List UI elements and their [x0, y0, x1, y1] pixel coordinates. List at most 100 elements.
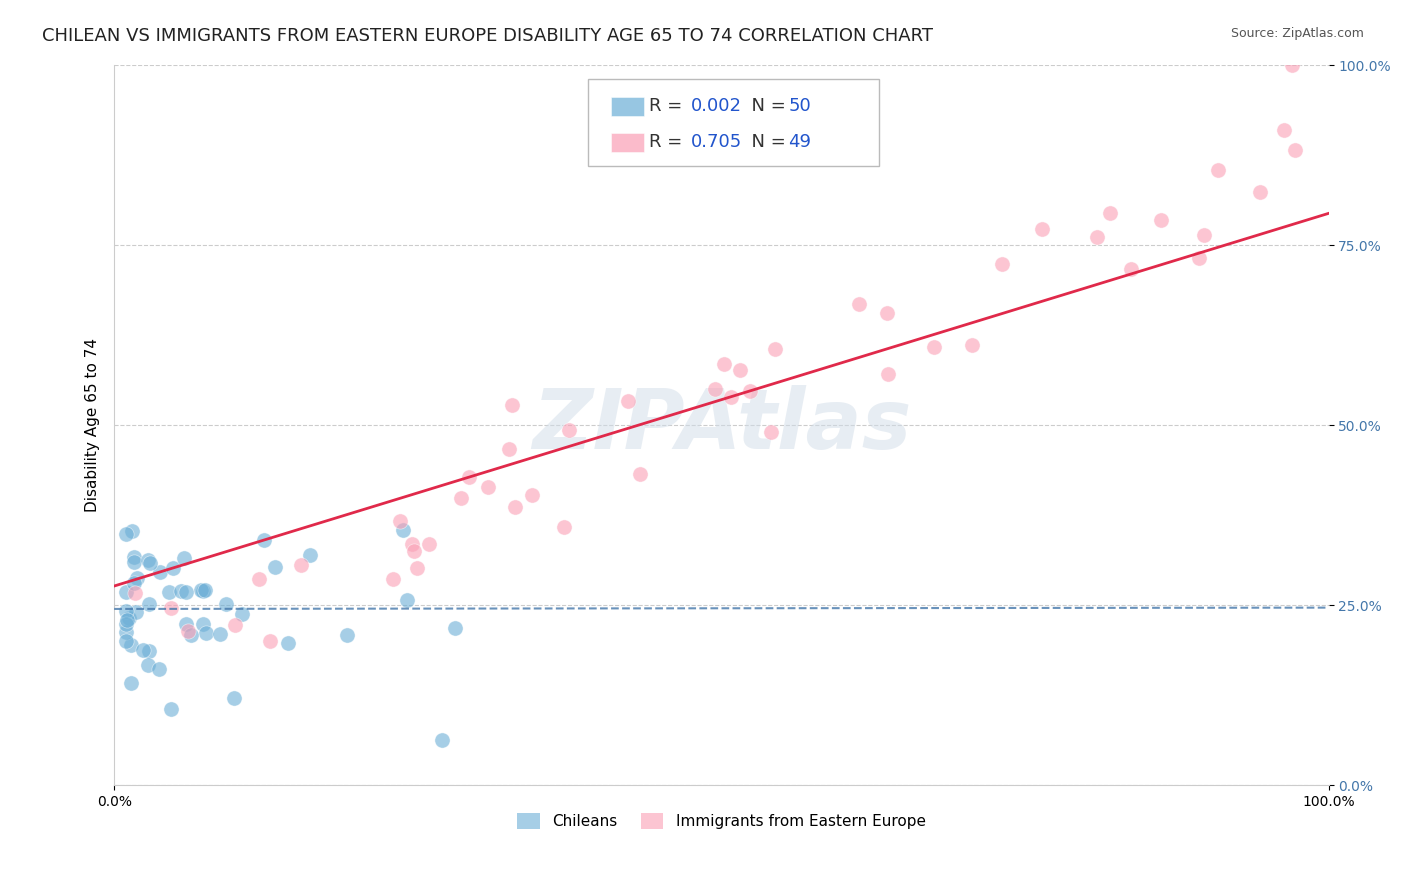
Point — [159, 702, 181, 716]
Point — [115, 613, 138, 627]
Text: ZIPAtlas: ZIPAtlas — [531, 384, 911, 466]
Point — [169, 583, 191, 598]
Point — [392, 523, 415, 537]
Point — [252, 533, 274, 548]
Point — [247, 572, 270, 586]
Point — [231, 607, 253, 622]
Point — [122, 575, 145, 590]
Point — [173, 551, 195, 566]
Point — [159, 600, 181, 615]
Text: Source: ZipAtlas.com: Source: ZipAtlas.com — [1230, 27, 1364, 40]
Point — [120, 676, 142, 690]
Point — [763, 342, 786, 356]
Point — [404, 544, 426, 558]
Point — [193, 584, 215, 599]
Point — [222, 690, 245, 705]
Point — [259, 634, 281, 648]
Point — [960, 338, 983, 352]
Text: CHILEAN VS IMMIGRANTS FROM EASTERN EUROPE DISABILITY AGE 65 TO 74 CORRELATION CH: CHILEAN VS IMMIGRANTS FROM EASTERN EUROP… — [42, 27, 934, 45]
Point — [1281, 58, 1303, 72]
Point — [195, 625, 218, 640]
Point — [136, 552, 159, 566]
Point — [115, 634, 138, 648]
Point — [1284, 143, 1306, 157]
Point — [406, 561, 429, 575]
Point — [1085, 229, 1108, 244]
Point — [720, 390, 742, 404]
Point — [118, 611, 141, 625]
Point — [498, 442, 520, 456]
FancyBboxPatch shape — [610, 133, 644, 153]
Point — [1272, 123, 1295, 137]
Point — [703, 383, 725, 397]
Point — [503, 500, 526, 514]
Point — [1031, 222, 1053, 236]
Point — [1098, 205, 1121, 219]
Point — [215, 597, 238, 611]
Point — [138, 644, 160, 658]
Point — [277, 636, 299, 650]
Point — [290, 558, 312, 573]
Point — [125, 606, 148, 620]
Point — [457, 470, 479, 484]
Point — [138, 598, 160, 612]
Point — [395, 592, 418, 607]
Legend: Chileans, Immigrants from Eastern Europe: Chileans, Immigrants from Eastern Europe — [512, 807, 932, 835]
Point — [127, 571, 149, 585]
Point — [190, 583, 212, 598]
Point — [157, 585, 180, 599]
Point — [136, 657, 159, 672]
Point — [430, 733, 453, 747]
Point — [991, 257, 1014, 271]
Point — [336, 627, 359, 641]
Point — [501, 398, 523, 412]
Point — [877, 367, 900, 381]
Point — [263, 560, 285, 574]
Point — [120, 638, 142, 652]
Text: N =: N = — [740, 133, 792, 151]
Point — [1208, 162, 1230, 177]
Text: N =: N = — [740, 97, 792, 115]
Point — [177, 624, 200, 639]
Point — [1188, 252, 1211, 266]
Point — [121, 524, 143, 539]
Point — [148, 662, 170, 676]
Point — [122, 549, 145, 564]
Point — [450, 491, 472, 505]
Point — [876, 306, 898, 320]
Point — [522, 488, 544, 502]
Point — [132, 642, 155, 657]
Text: 0.002: 0.002 — [692, 97, 742, 115]
Point — [208, 627, 231, 641]
Text: 49: 49 — [789, 133, 811, 151]
Point — [759, 425, 782, 440]
Point — [115, 527, 138, 541]
Point — [557, 423, 579, 437]
Point — [194, 583, 217, 598]
Point — [1249, 186, 1271, 200]
Point — [382, 572, 405, 586]
Text: R =: R = — [648, 97, 688, 115]
FancyBboxPatch shape — [588, 79, 879, 166]
Point — [149, 565, 172, 579]
Text: 0.705: 0.705 — [692, 133, 742, 151]
Point — [298, 549, 321, 563]
Point — [418, 537, 440, 551]
Point — [401, 537, 423, 551]
Point — [1192, 228, 1215, 243]
Point — [224, 618, 246, 632]
Point — [738, 384, 761, 398]
Point — [139, 556, 162, 570]
Point — [389, 514, 412, 528]
Point — [443, 621, 465, 635]
Point — [553, 520, 575, 534]
Point — [176, 617, 198, 632]
Point — [122, 555, 145, 569]
Point — [628, 467, 651, 482]
Point — [617, 394, 640, 409]
Point — [174, 585, 197, 599]
Text: 50: 50 — [789, 97, 811, 115]
Point — [848, 296, 870, 310]
Point — [115, 604, 138, 618]
Point — [477, 480, 499, 494]
